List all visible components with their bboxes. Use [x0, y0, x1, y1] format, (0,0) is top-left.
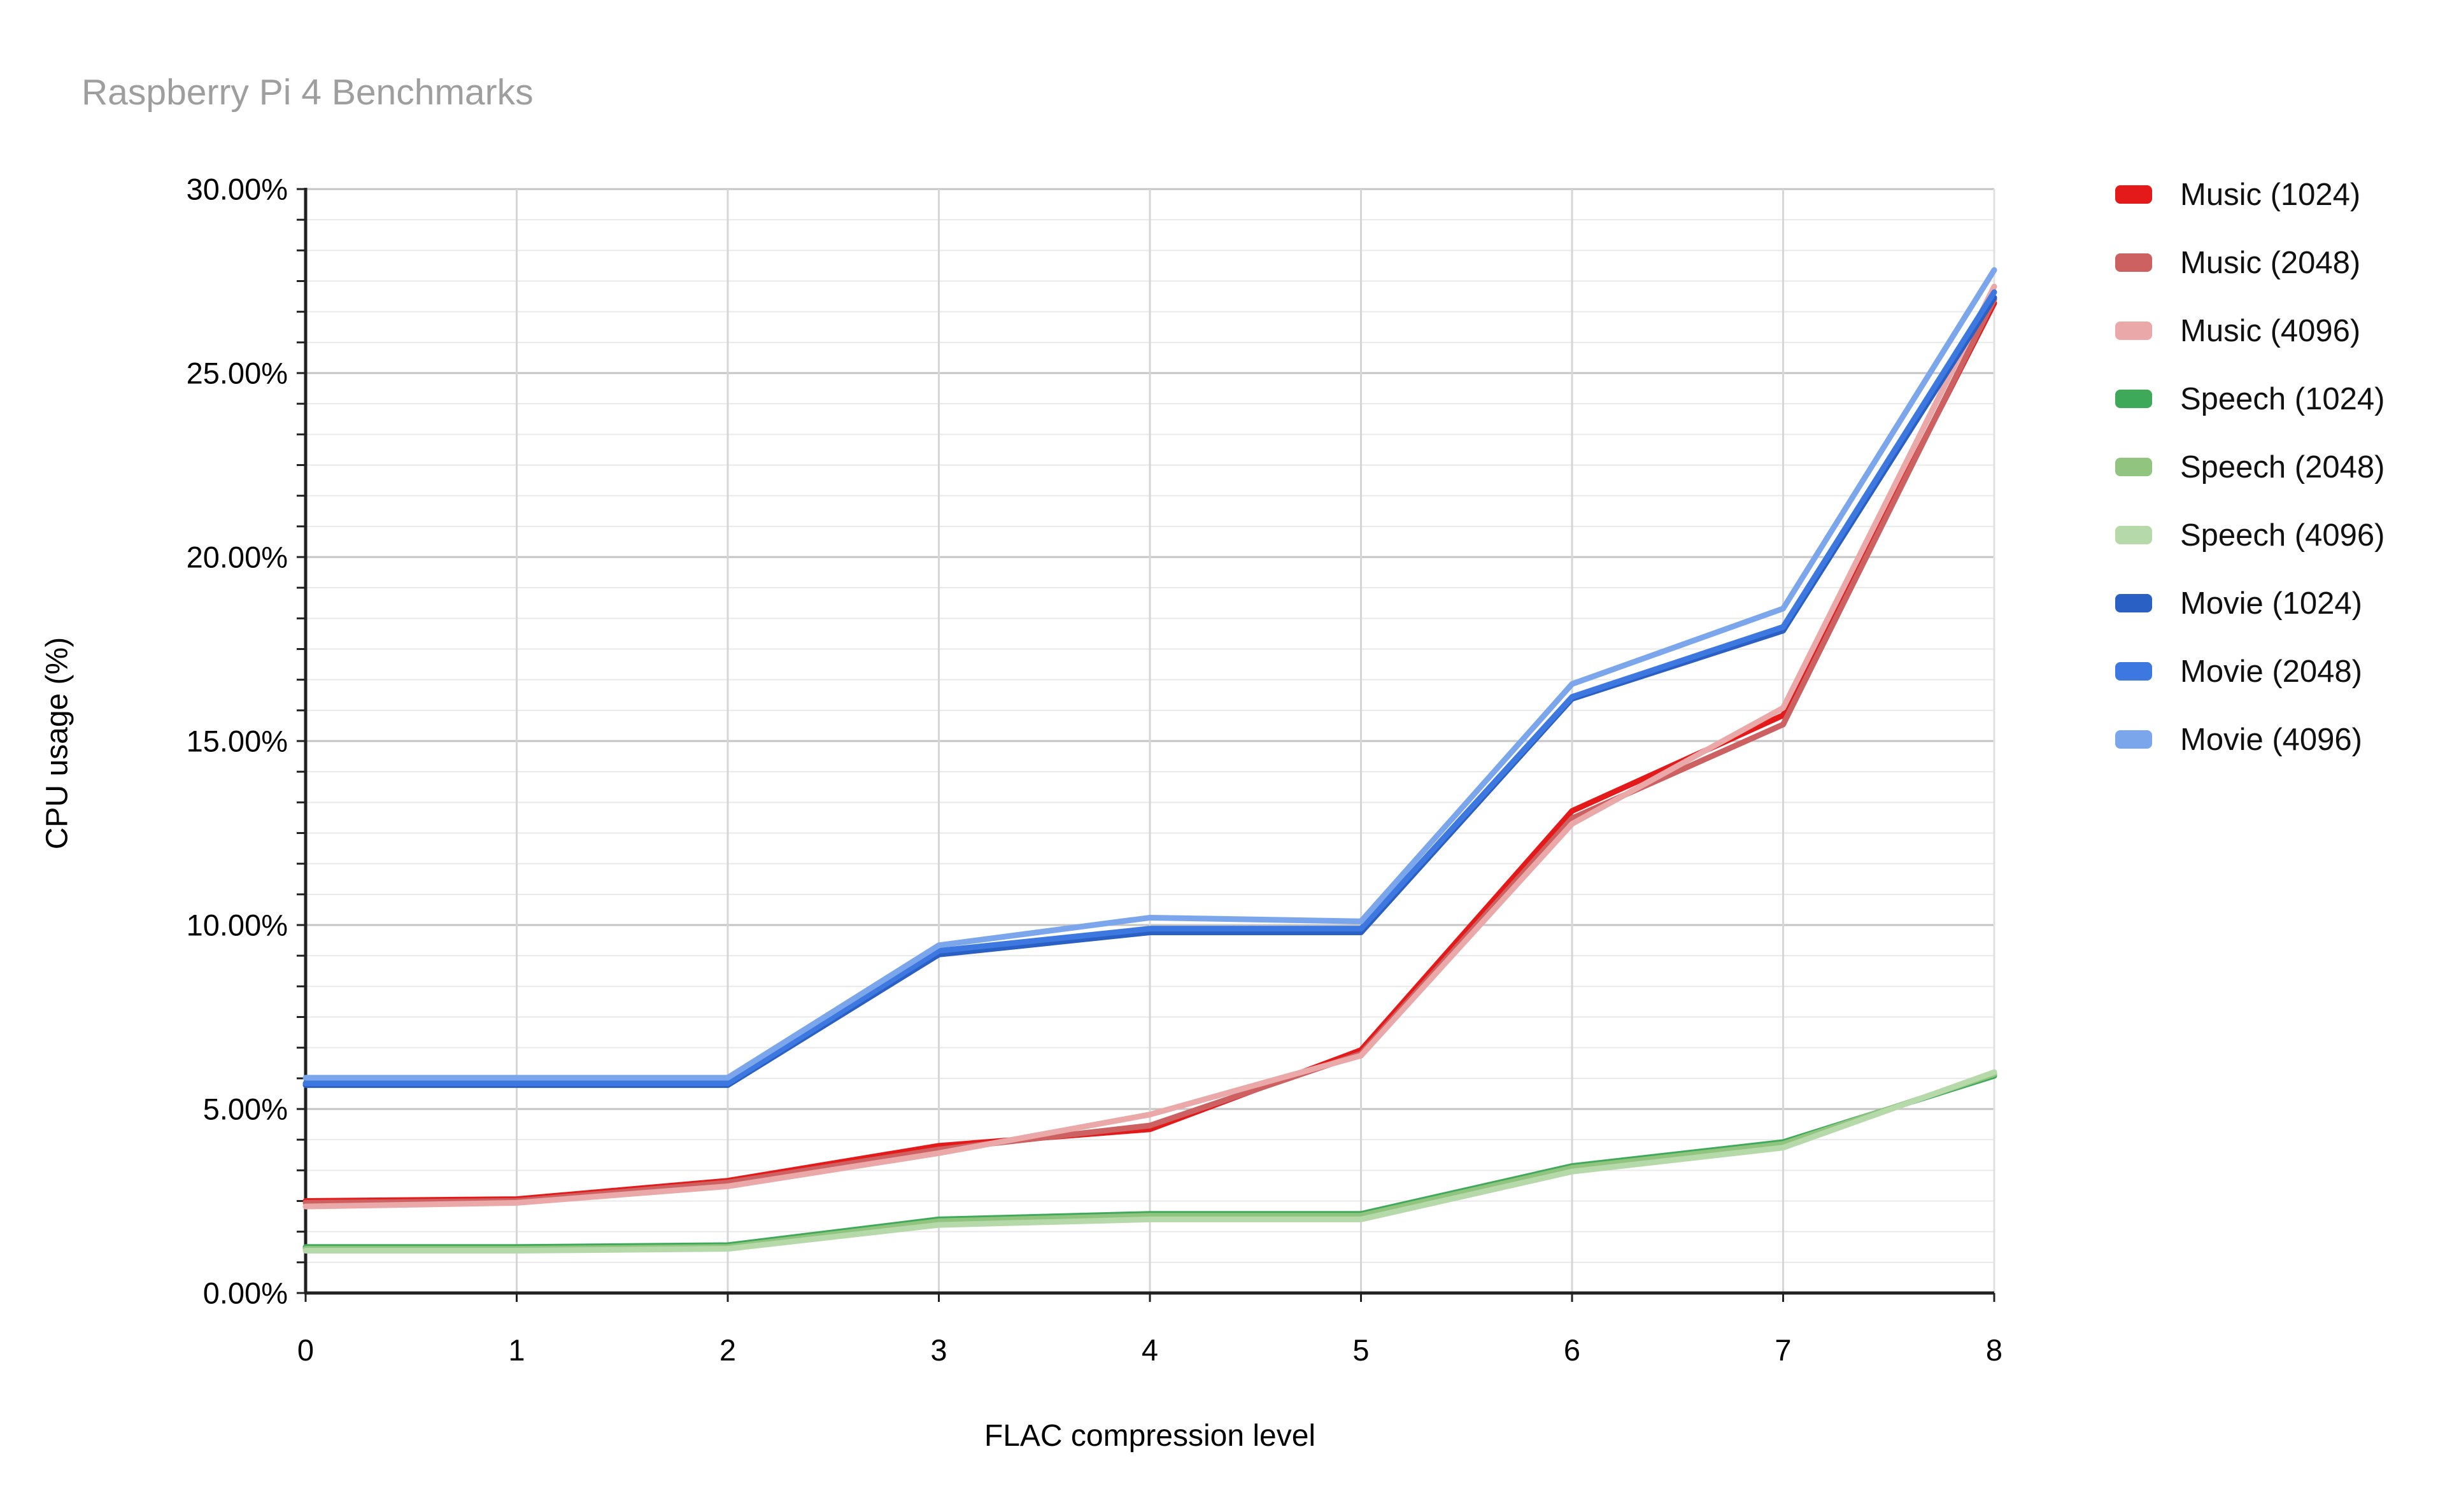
- x-tick-label: 7: [1775, 1333, 1792, 1367]
- legend-swatch-icon: [2115, 321, 2152, 340]
- legend-swatch-icon: [2115, 594, 2152, 612]
- y-tick-label: 5.00%: [202, 1092, 288, 1126]
- series-line-movie-2048: [302, 289, 1997, 1087]
- legend-item-movie-1024[interactable]: Movie (1024): [2115, 569, 2385, 637]
- series-line-music-4096: [302, 283, 1997, 1210]
- chart-title: Raspberry Pi 4 Benchmarks: [82, 72, 534, 113]
- y-tick-label: 10.00%: [186, 908, 288, 942]
- legend-item-movie-4096[interactable]: Movie (4096): [2115, 705, 2385, 774]
- y-tick-label: 15.00%: [186, 724, 288, 758]
- y-axis-title: CPU usage (%): [40, 637, 74, 850]
- legend: Music (1024) Music (2048) Music (4096) Spee…: [2115, 160, 2385, 774]
- legend-swatch-icon: [2115, 526, 2152, 544]
- series-line-movie-4096: [302, 267, 1997, 1081]
- legend-item-speech-2048[interactable]: Speech (2048): [2115, 433, 2385, 501]
- legend-label: Speech (1024): [2180, 381, 2385, 416]
- legend-swatch-icon: [2115, 662, 2152, 681]
- x-tick-label: 3: [930, 1333, 947, 1367]
- legend-label: Music (2048): [2180, 245, 2361, 280]
- legend-swatch-icon: [2115, 730, 2152, 749]
- x-tick-label: 6: [1563, 1333, 1581, 1367]
- legend-label: Speech (2048): [2180, 449, 2385, 484]
- legend-item-music-4096[interactable]: Music (4096): [2115, 297, 2385, 365]
- legend-label: Music (1024): [2180, 177, 2361, 212]
- legend-item-music-1024[interactable]: Music (1024): [2115, 160, 2385, 229]
- legend-label: Speech (4096): [2180, 518, 2385, 553]
- x-axis-title: FLAC compression level: [984, 1419, 1316, 1453]
- x-tick-label: 5: [1352, 1333, 1370, 1367]
- legend-swatch-icon: [2115, 185, 2152, 204]
- y-tick-label: 30.00%: [186, 172, 288, 206]
- y-tick-label: 20.00%: [186, 540, 288, 574]
- y-tick-label: 25.00%: [186, 356, 288, 390]
- x-tick-label: 1: [508, 1333, 525, 1367]
- legend-item-speech-1024[interactable]: Speech (1024): [2115, 365, 2385, 433]
- x-tick-label: 8: [1985, 1333, 2003, 1367]
- x-tick-label: 0: [297, 1333, 315, 1367]
- legend-item-music-2048[interactable]: Music (2048): [2115, 229, 2385, 297]
- x-tick-label: 2: [719, 1333, 737, 1367]
- legend-item-speech-4096[interactable]: Speech (4096): [2115, 501, 2385, 569]
- legend-swatch-icon: [2115, 253, 2152, 272]
- y-tick-label: 0.00%: [202, 1276, 288, 1310]
- x-tick-label: 4: [1141, 1333, 1159, 1367]
- legend-swatch-icon: [2115, 390, 2152, 408]
- legend-item-movie-2048[interactable]: Movie (2048): [2115, 637, 2385, 705]
- legend-label: Movie (4096): [2180, 722, 2362, 757]
- legend-swatch-icon: [2115, 458, 2152, 476]
- legend-label: Movie (1024): [2180, 586, 2362, 621]
- legend-label: Music (4096): [2180, 313, 2361, 348]
- series-line-speech-4096: [302, 1069, 1997, 1254]
- legend-label: Movie (2048): [2180, 654, 2362, 689]
